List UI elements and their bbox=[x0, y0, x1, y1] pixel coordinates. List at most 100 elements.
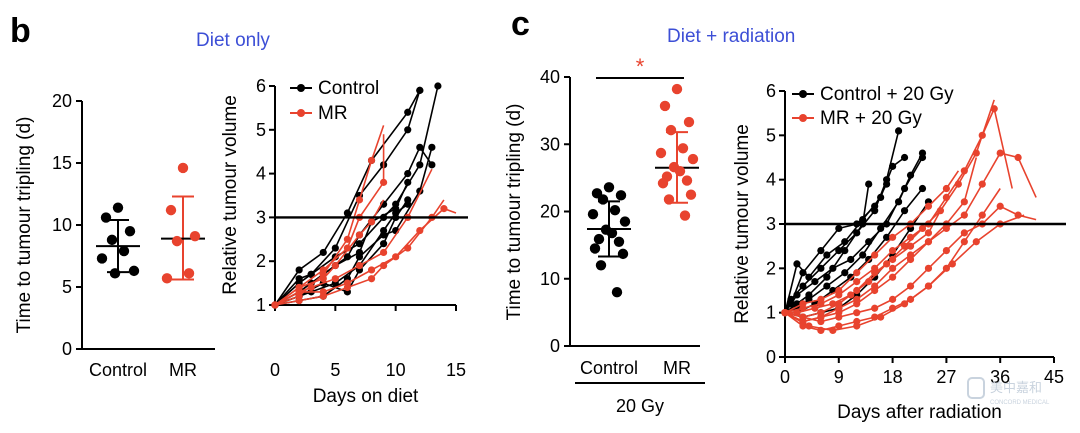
data-point bbox=[319, 248, 327, 257]
data-point bbox=[617, 248, 629, 260]
data-point bbox=[679, 210, 691, 221]
y-tick-label: 5 bbox=[256, 120, 266, 140]
legend-swatch-dot bbox=[297, 109, 305, 117]
data-point bbox=[171, 235, 183, 247]
data-point bbox=[331, 261, 339, 270]
x-tick-label: 10 bbox=[386, 360, 406, 380]
data-point bbox=[681, 175, 693, 186]
data-point bbox=[677, 143, 689, 154]
data-point bbox=[380, 261, 388, 270]
data-point bbox=[295, 297, 303, 305]
data-point bbox=[663, 194, 675, 205]
legend-label: Control bbox=[318, 78, 379, 99]
data-point bbox=[871, 251, 879, 259]
data-point bbox=[367, 156, 376, 165]
data-point bbox=[295, 266, 303, 274]
legend: Control + 20 Gy MR + 20 Gy bbox=[792, 84, 954, 129]
data-point bbox=[924, 202, 933, 210]
data-point bbox=[100, 212, 112, 223]
data-point bbox=[900, 184, 909, 193]
y-tick-label: 5 bbox=[766, 125, 776, 145]
data-point bbox=[96, 253, 108, 264]
data-point bbox=[367, 275, 376, 283]
data-point bbox=[112, 202, 124, 213]
data-point bbox=[787, 300, 795, 308]
data-point bbox=[823, 273, 831, 281]
data-point bbox=[799, 300, 807, 308]
data-point bbox=[428, 143, 436, 151]
data-point bbox=[972, 238, 980, 246]
data-point bbox=[593, 233, 605, 245]
data-point bbox=[918, 184, 927, 193]
data-point bbox=[355, 248, 364, 257]
series-line bbox=[271, 205, 457, 309]
y-tick-label: 5 bbox=[62, 277, 72, 297]
y-tick-label: 2 bbox=[256, 251, 266, 271]
data-point bbox=[799, 269, 807, 277]
data-point bbox=[805, 322, 813, 330]
y-tick-label: 6 bbox=[256, 76, 266, 96]
data-point bbox=[799, 313, 807, 321]
x-tick-label: 0 bbox=[780, 367, 790, 387]
data-point bbox=[189, 230, 201, 242]
x-category-label: MR bbox=[169, 360, 197, 380]
x-axis-title: Days on diet bbox=[313, 386, 419, 407]
legend-swatch-dot bbox=[297, 84, 305, 92]
data-point bbox=[307, 283, 315, 292]
data-point bbox=[392, 205, 400, 213]
data-point bbox=[307, 270, 315, 278]
data-point bbox=[978, 211, 986, 219]
data-point bbox=[871, 269, 879, 277]
data-point bbox=[295, 288, 303, 296]
y-tick-label: 15 bbox=[52, 153, 72, 173]
data-point bbox=[613, 236, 625, 247]
data-point bbox=[811, 304, 819, 312]
x-tick-label: 5 bbox=[330, 360, 340, 380]
data-point bbox=[177, 162, 189, 174]
y-tick-label: 0 bbox=[62, 339, 72, 359]
y-tick-label: 1 bbox=[256, 295, 266, 315]
data-point bbox=[889, 247, 897, 255]
data-point bbox=[841, 269, 849, 277]
series-mr bbox=[655, 83, 699, 221]
data-point bbox=[853, 286, 861, 295]
data-point bbox=[343, 235, 351, 243]
data-point bbox=[877, 313, 885, 321]
data-point bbox=[331, 244, 339, 252]
chart-b-scatter: 0 5 10 15 20 Control MR Time to tumour tripling… bbox=[14, 91, 215, 380]
legend-swatch-dot bbox=[799, 114, 807, 122]
x-tick-label: 0 bbox=[270, 360, 280, 380]
data-point bbox=[606, 227, 618, 239]
data-point bbox=[674, 165, 686, 177]
data-point bbox=[106, 234, 118, 246]
data-point bbox=[124, 226, 136, 237]
y-tick-label: 4 bbox=[766, 170, 776, 190]
data-point bbox=[978, 180, 986, 188]
data-point bbox=[404, 244, 412, 252]
y-tick-label: 40 bbox=[540, 67, 560, 87]
y-tick-label: 10 bbox=[52, 215, 72, 235]
data-point bbox=[603, 182, 615, 193]
data-point bbox=[380, 178, 388, 186]
data-point bbox=[906, 251, 915, 259]
data-point bbox=[343, 209, 351, 217]
growth-curve bbox=[274, 125, 385, 306]
watermark-sub: CONCORD MEDICAL bbox=[990, 400, 1050, 406]
growth-curve bbox=[274, 199, 409, 306]
x-tick-label: 9 bbox=[834, 367, 844, 387]
significance-star: * bbox=[636, 54, 645, 79]
data-point bbox=[865, 238, 873, 246]
data-point bbox=[793, 260, 801, 268]
data-point bbox=[859, 251, 867, 259]
data-point bbox=[687, 153, 699, 165]
data-point bbox=[404, 170, 412, 178]
data-point bbox=[109, 268, 121, 279]
series-line bbox=[271, 199, 445, 309]
data-point bbox=[924, 282, 933, 290]
data-point bbox=[659, 100, 671, 112]
x-category-label: Control bbox=[580, 358, 638, 378]
data-point bbox=[619, 216, 631, 227]
data-point bbox=[835, 224, 843, 233]
